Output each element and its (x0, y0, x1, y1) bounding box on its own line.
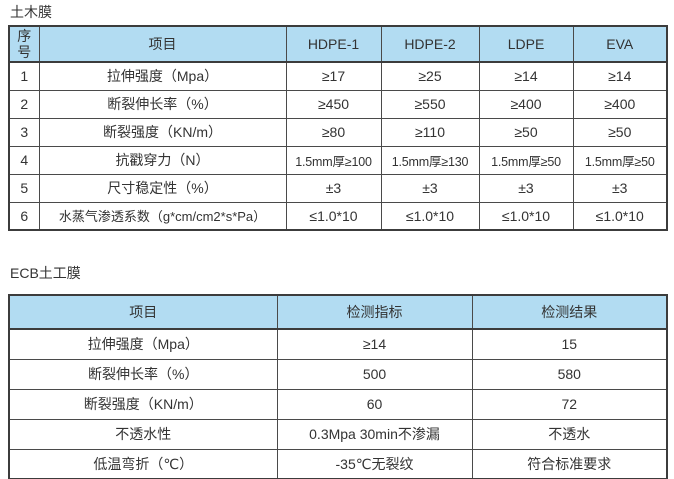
seq-cell: 3 (8, 117, 40, 147)
value-cell: ≤1.0*10 (285, 201, 382, 231)
geomembrane-spec-table: 序号 项目 HDPE-1 HDPE-2 LDPE EVA 1 拉伸强度（Mpa）… (8, 25, 668, 231)
seq-cell: 5 (8, 173, 40, 203)
seq-cell: 1 (8, 61, 40, 91)
value-cell: ≥550 (380, 89, 480, 119)
value-cell: ≤1.0*10 (380, 201, 480, 231)
table1-header-row: 序号 项目 HDPE-1 HDPE-2 LDPE EVA (8, 25, 668, 63)
column-header-hdpe2: HDPE-2 (380, 25, 480, 63)
column-header-item: 项目 (8, 294, 278, 330)
index-cell: -35℃无裂纹 (276, 448, 473, 479)
item-cell: 低温弯折（℃） (8, 448, 278, 479)
column-header-seq: 序号 (8, 25, 40, 63)
seq-cell: 2 (8, 89, 40, 119)
column-header-hdpe1: HDPE-1 (285, 25, 382, 63)
value-cell: ±3 (478, 173, 574, 203)
item-cell: 断裂强度（KN/m） (8, 388, 278, 420)
item-cell: 断裂伸长率（%） (38, 89, 287, 119)
page: 土木膜 序号 项目 HDPE-1 HDPE-2 LDPE EVA 1 拉伸强度（… (0, 4, 674, 479)
seq-cell: 4 (8, 145, 40, 175)
item-cell: 拉伸强度（Mpa） (38, 61, 287, 91)
table-row: 2 断裂伸长率（%） ≥450 ≥550 ≥400 ≥400 (8, 89, 668, 119)
index-cell: 500 (276, 358, 473, 390)
value-cell: 1.5mm厚≥130 (380, 145, 480, 175)
result-cell: 72 (471, 388, 668, 420)
result-cell: 580 (471, 358, 668, 390)
value-cell: ≥110 (380, 117, 480, 147)
value-cell: ±3 (572, 173, 668, 203)
column-header-item: 项目 (38, 25, 287, 63)
item-cell: 不透水性 (8, 418, 278, 450)
table-row: 6 水蒸气渗透系数（g*cm/cm2*s*Pa） ≤1.0*10 ≤1.0*10… (8, 201, 668, 231)
result-cell: 15 (471, 328, 668, 360)
value-cell: 1.5mm厚≥50 (572, 145, 668, 175)
column-header-result: 检测结果 (471, 294, 668, 330)
value-cell: ≥25 (380, 61, 480, 91)
table2-header-row: 项目 检测指标 检测结果 (8, 294, 668, 330)
column-header-index: 检测指标 (276, 294, 473, 330)
seq-cell: 6 (8, 201, 40, 231)
value-cell: ≥80 (285, 117, 382, 147)
item-cell: 断裂伸长率（%） (8, 358, 278, 390)
table-row: 低温弯折（℃） -35℃无裂纹 符合标准要求 (8, 448, 668, 479)
table-row: 拉伸强度（Mpa） ≥14 15 (8, 328, 668, 360)
value-cell: ≥14 (572, 61, 668, 91)
table-row: 3 断裂强度（KN/m） ≥80 ≥110 ≥50 ≥50 (8, 117, 668, 147)
table-row: 1 拉伸强度（Mpa） ≥17 ≥25 ≥14 ≥14 (8, 61, 668, 91)
item-cell: 水蒸气渗透系数（g*cm/cm2*s*Pa） (38, 201, 287, 231)
value-cell: ≤1.0*10 (478, 201, 574, 231)
value-cell: ≥50 (478, 117, 574, 147)
value-cell: ≥400 (572, 89, 668, 119)
item-cell: 尺寸稳定性（%） (38, 173, 287, 203)
item-cell: 拉伸强度（Mpa） (8, 328, 278, 360)
index-cell: 0.3Mpa 30min不渗漏 (276, 418, 473, 450)
value-cell: ±3 (285, 173, 382, 203)
value-cell: 1.5mm厚≥100 (285, 145, 382, 175)
value-cell: ≥17 (285, 61, 382, 91)
value-cell: ≥400 (478, 89, 574, 119)
column-header-eva: EVA (572, 25, 668, 63)
index-cell: ≥14 (276, 328, 473, 360)
table-row: 5 尺寸稳定性（%） ±3 ±3 ±3 ±3 (8, 173, 668, 203)
value-cell: ≥14 (478, 61, 574, 91)
value-cell: ±3 (380, 173, 480, 203)
index-cell: 60 (276, 388, 473, 420)
ecb-geomembrane-test-table: 项目 检测指标 检测结果 拉伸强度（Mpa） ≥14 15 断裂伸长率（%） 5… (8, 294, 668, 479)
item-cell: 抗戳穿力（N） (38, 145, 287, 175)
result-cell: 不透水 (471, 418, 668, 450)
column-header-ldpe: LDPE (478, 25, 574, 63)
table-row: 不透水性 0.3Mpa 30min不渗漏 不透水 (8, 418, 668, 450)
table-row: 断裂强度（KN/m） 60 72 (8, 388, 668, 420)
result-cell: 符合标准要求 (471, 448, 668, 479)
table1-title: 土木膜 (10, 4, 52, 20)
table-row: 4 抗戳穿力（N） 1.5mm厚≥100 1.5mm厚≥130 1.5mm厚≥5… (8, 145, 668, 175)
value-cell: ≥450 (285, 89, 382, 119)
table-row: 断裂伸长率（%） 500 580 (8, 358, 668, 390)
table2-title: ECB土工膜 (10, 265, 81, 281)
value-cell: ≥50 (572, 117, 668, 147)
value-cell: 1.5mm厚≥50 (478, 145, 574, 175)
item-cell: 断裂强度（KN/m） (38, 117, 287, 147)
value-cell: ≤1.0*10 (572, 201, 668, 231)
